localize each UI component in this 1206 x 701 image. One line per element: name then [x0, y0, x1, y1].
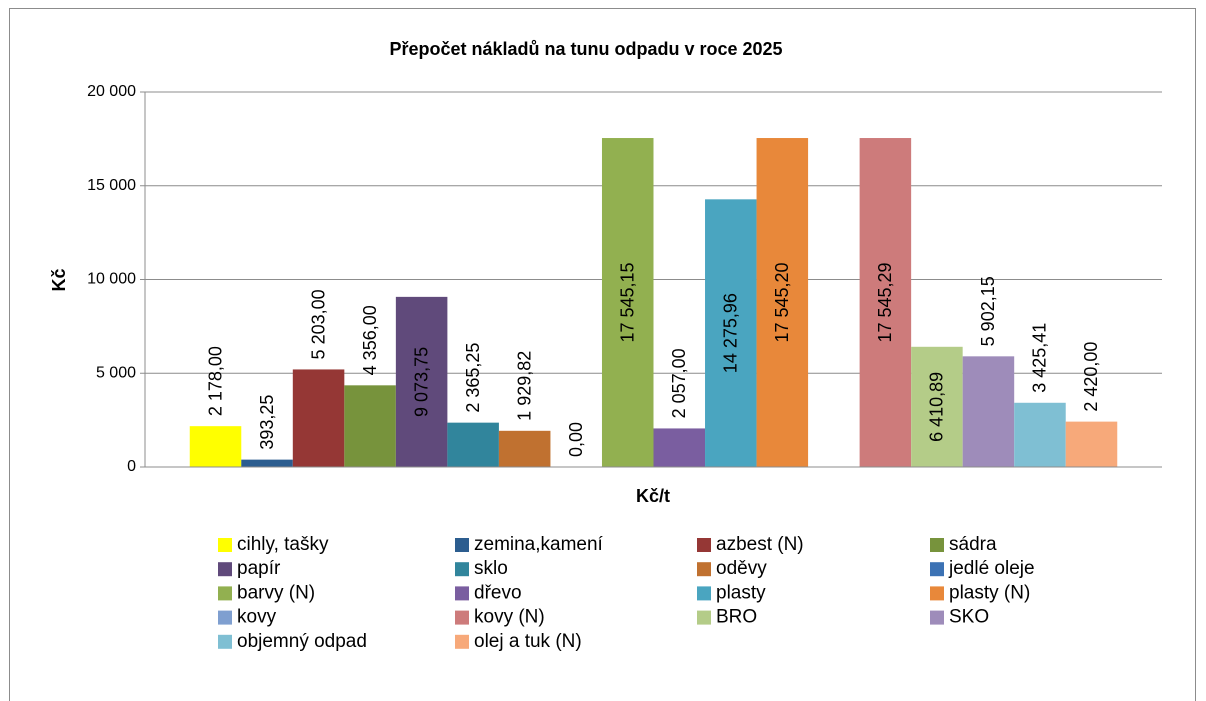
legend-swatch — [697, 586, 711, 601]
data-label: 2 365,25 — [463, 343, 483, 413]
bar — [1065, 421, 1118, 467]
x-axis-title: Kč/t — [636, 486, 670, 506]
bar — [498, 430, 551, 467]
data-label: 6 410,89 — [927, 372, 947, 442]
bar — [1014, 402, 1066, 467]
y-tick-label: 20 000 — [87, 83, 136, 100]
legend-label: olej a tuk (N) — [474, 631, 582, 652]
legend-label: sklo — [474, 558, 508, 579]
bar — [859, 138, 912, 467]
bar — [705, 199, 757, 467]
bar — [447, 422, 499, 467]
legend-swatch — [455, 586, 469, 601]
legend-label: kovy — [237, 607, 277, 628]
legend-label: zemina,kamení — [474, 534, 604, 555]
bar — [395, 296, 448, 467]
y-axis-title: Kč — [49, 268, 69, 291]
data-label: 17 545,20 — [772, 262, 792, 342]
legend-swatch — [218, 538, 232, 552]
data-label: 17 545,29 — [875, 262, 895, 342]
y-tick-label: 5 000 — [96, 364, 136, 381]
legend-label: sádra — [949, 534, 997, 555]
legend-label: plasty (N) — [949, 582, 1030, 603]
bar — [911, 346, 963, 467]
bar — [344, 385, 396, 467]
data-label: 5 203,00 — [308, 289, 328, 359]
bar — [962, 356, 1015, 467]
chart-title: Přepočet nákladů na tunu odpadu v roce 2… — [389, 39, 782, 59]
bar — [241, 459, 293, 467]
data-label: 2 420,00 — [1081, 342, 1101, 412]
legend-label: cihly, tašky — [237, 534, 329, 555]
legend-swatch — [455, 634, 469, 649]
legend-swatch — [930, 562, 944, 577]
data-label: 1 929,82 — [514, 351, 534, 421]
legend-label: kovy (N) — [474, 607, 545, 628]
data-label: 2 057,00 — [669, 348, 689, 418]
bar — [189, 426, 242, 467]
data-label: 2 178,00 — [205, 346, 225, 416]
legend-swatch — [455, 562, 469, 577]
legend-swatch — [455, 610, 469, 625]
y-tick-label: 15 000 — [87, 177, 136, 194]
legend-swatch — [218, 610, 232, 625]
legend-label: plasty — [716, 582, 766, 603]
legend-swatch — [697, 562, 711, 577]
legend-label: dřevo — [474, 582, 522, 603]
data-label: 17 545,15 — [617, 262, 637, 342]
legend-swatch — [930, 610, 944, 625]
y-tick-label: 10 000 — [87, 271, 136, 288]
legend-swatch — [455, 538, 469, 552]
legend-swatch — [930, 586, 944, 601]
data-label: 393,25 — [257, 395, 277, 450]
legend-swatch — [218, 562, 232, 577]
data-label: 5 902,15 — [978, 276, 998, 346]
legend-label: papír — [237, 558, 281, 579]
y-tick-label: 0 — [127, 458, 136, 475]
legend-swatch — [218, 586, 232, 601]
legend-label: BRO — [716, 607, 757, 628]
legend-swatch — [697, 610, 711, 625]
legend-swatch — [218, 634, 232, 649]
legend-label: azbest (N) — [716, 534, 804, 555]
bar — [756, 138, 809, 467]
legend-label: barvy (N) — [237, 582, 315, 603]
bar — [653, 428, 706, 467]
legend-swatch — [697, 538, 711, 552]
legend-label: objemný odpad — [237, 631, 367, 652]
data-label: 3 425,41 — [1030, 323, 1050, 393]
bar — [601, 138, 654, 467]
legend-label: oděvy — [716, 558, 767, 579]
legend-label: jedlé oleje — [948, 558, 1035, 579]
legend-swatch — [930, 538, 944, 552]
bar — [292, 369, 345, 467]
data-label: 9 073,75 — [411, 347, 431, 417]
data-label: 0,00 — [566, 422, 586, 457]
legend-label: SKO — [949, 607, 989, 628]
data-label: 14 275,96 — [721, 293, 741, 373]
data-label: 4 356,00 — [360, 305, 380, 375]
